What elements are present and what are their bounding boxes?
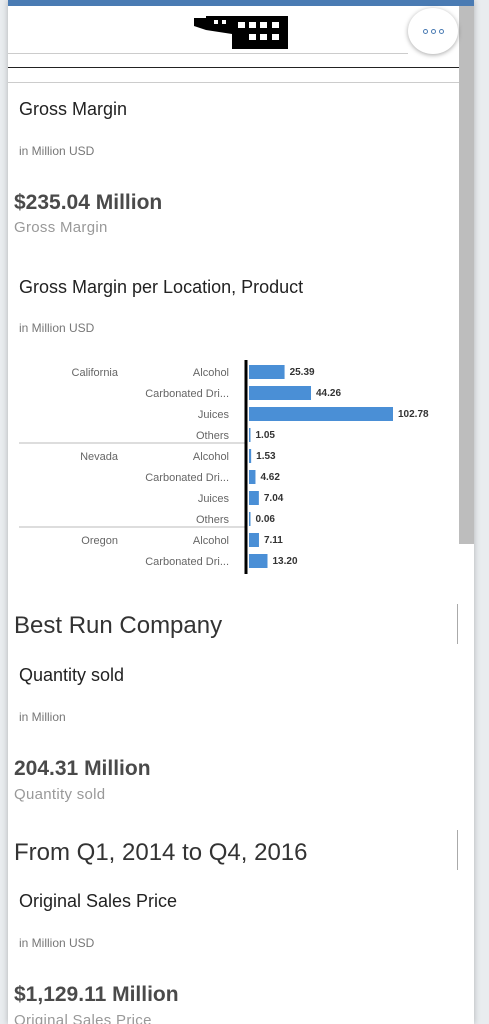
product-label: Juices <box>198 409 230 421</box>
dashboard-frame: Gross Margin in Million USD $235.04 Mill… <box>8 0 474 1024</box>
gm-chart-title: Gross Margin per Location, Product <box>19 277 304 297</box>
company-logo-icon <box>194 16 288 49</box>
quantity-caption: Quantity sold <box>14 786 106 803</box>
product-label: Alcohol <box>193 535 229 547</box>
product-label: Juices <box>198 493 230 505</box>
data-label: 7.04 <box>264 493 284 504</box>
section-divider <box>457 830 458 870</box>
divider <box>8 82 459 83</box>
more-actions-button[interactable] <box>408 8 458 54</box>
data-label: 7.11 <box>264 535 283 546</box>
data-label: 0.06 <box>256 514 276 525</box>
sales-price-title: Original Sales Price <box>19 891 178 911</box>
data-label: 4.62 <box>260 472 280 483</box>
product-label: Carbonated Dri... <box>145 472 229 484</box>
sales-price-caption: Original Sales Price <box>14 1012 152 1024</box>
location-label: Oregon <box>81 535 118 547</box>
bar[interactable] <box>249 554 268 568</box>
product-label: Carbonated Dri... <box>145 388 229 400</box>
more-dots-icon <box>422 28 444 34</box>
bar[interactable] <box>249 386 312 400</box>
section-company-title: Best Run Company <box>14 612 223 639</box>
bar[interactable] <box>249 512 251 526</box>
product-label: Others <box>196 514 230 526</box>
quantity-unit: in Million <box>19 710 66 724</box>
divider <box>8 67 459 68</box>
quantity-value[interactable]: 204.31 Million <box>14 757 151 780</box>
gross-margin-caption: Gross Margin <box>14 219 108 236</box>
bar[interactable] <box>249 365 285 379</box>
chart-svg: California Alcohol 25.39 Carbonated Dri... 4… <box>19 360 429 574</box>
bar[interactable] <box>249 449 252 463</box>
divider <box>8 53 408 54</box>
gross-margin-unit: in Million USD <box>19 144 95 158</box>
gross-margin-value[interactable]: $235.04 Million <box>14 191 163 214</box>
gm-chart-unit: in Million USD <box>19 321 95 335</box>
product-label: Alcohol <box>193 367 229 379</box>
sales-price-value[interactable]: $1,129.11 Million <box>14 983 179 1006</box>
location-label: California <box>72 367 119 379</box>
product-label: Others <box>196 430 230 442</box>
bar[interactable] <box>249 407 393 421</box>
top-accent-bar <box>8 0 474 6</box>
section-period-title: From Q1, 2014 to Q4, 2016 <box>14 839 308 866</box>
section-divider <box>457 604 458 644</box>
gross-margin-title: Gross Margin <box>19 99 128 119</box>
data-label: 25.39 <box>290 367 315 378</box>
product-label: Alcohol <box>193 451 229 463</box>
bar[interactable] <box>249 470 256 484</box>
quantity-title: Quantity sold <box>19 665 125 685</box>
data-label: 44.26 <box>316 388 341 399</box>
bar[interactable] <box>249 533 259 547</box>
product-label: Carbonated Dri... <box>145 556 229 568</box>
data-label: 1.53 <box>256 451 276 462</box>
scrollbar[interactable] <box>459 6 474 544</box>
location-label: Nevada <box>80 451 119 463</box>
bar[interactable] <box>249 491 259 505</box>
data-label: 102.78 <box>398 409 429 420</box>
bar[interactable] <box>249 428 251 442</box>
gross-margin-bar-chart[interactable]: California Alcohol 25.39 Carbonated Dri... 4… <box>8 355 459 575</box>
sales-price-unit: in Million USD <box>19 936 95 950</box>
data-label: 13.20 <box>272 556 297 567</box>
data-label: 1.05 <box>256 430 276 441</box>
